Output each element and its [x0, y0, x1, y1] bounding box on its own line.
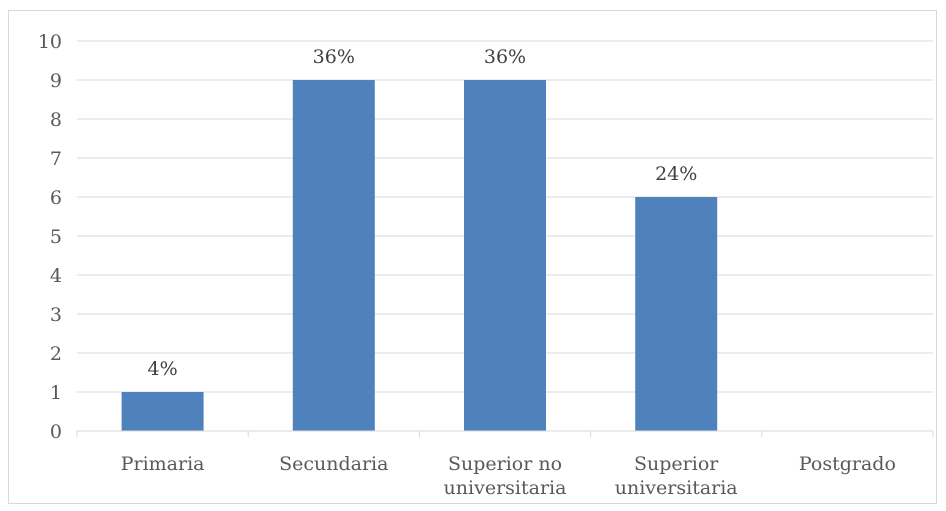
y-tick-label: 2 — [50, 343, 62, 365]
bar — [635, 197, 718, 431]
x-tick-label: Secundaria — [279, 453, 388, 475]
bar — [292, 80, 375, 431]
data-label: 24% — [655, 163, 697, 185]
x-tick-label: Primaria — [121, 453, 205, 475]
data-label: 4% — [148, 358, 178, 380]
x-tick-label: Superior — [634, 453, 719, 475]
x-tick-label: Postgrado — [799, 453, 896, 475]
x-tick-label: universitaria — [444, 477, 567, 499]
data-label: 36% — [313, 46, 355, 68]
y-tick-label: 9 — [50, 70, 62, 92]
x-tick-label: Superior no — [448, 453, 562, 475]
y-tick-label: 6 — [50, 187, 62, 209]
bar — [464, 80, 546, 431]
y-tick-label: 7 — [50, 148, 62, 170]
y-tick-label: 0 — [50, 421, 62, 443]
y-tick-label: 10 — [38, 31, 62, 53]
y-tick-label: 8 — [50, 109, 62, 131]
x-tick-label: universitaria — [615, 477, 738, 499]
y-tick-label: 5 — [50, 226, 62, 248]
y-tick-label: 3 — [50, 304, 62, 326]
y-tick-label: 1 — [50, 382, 62, 404]
data-label: 36% — [484, 46, 526, 68]
y-tick-label: 4 — [50, 265, 62, 287]
bar — [121, 392, 204, 431]
